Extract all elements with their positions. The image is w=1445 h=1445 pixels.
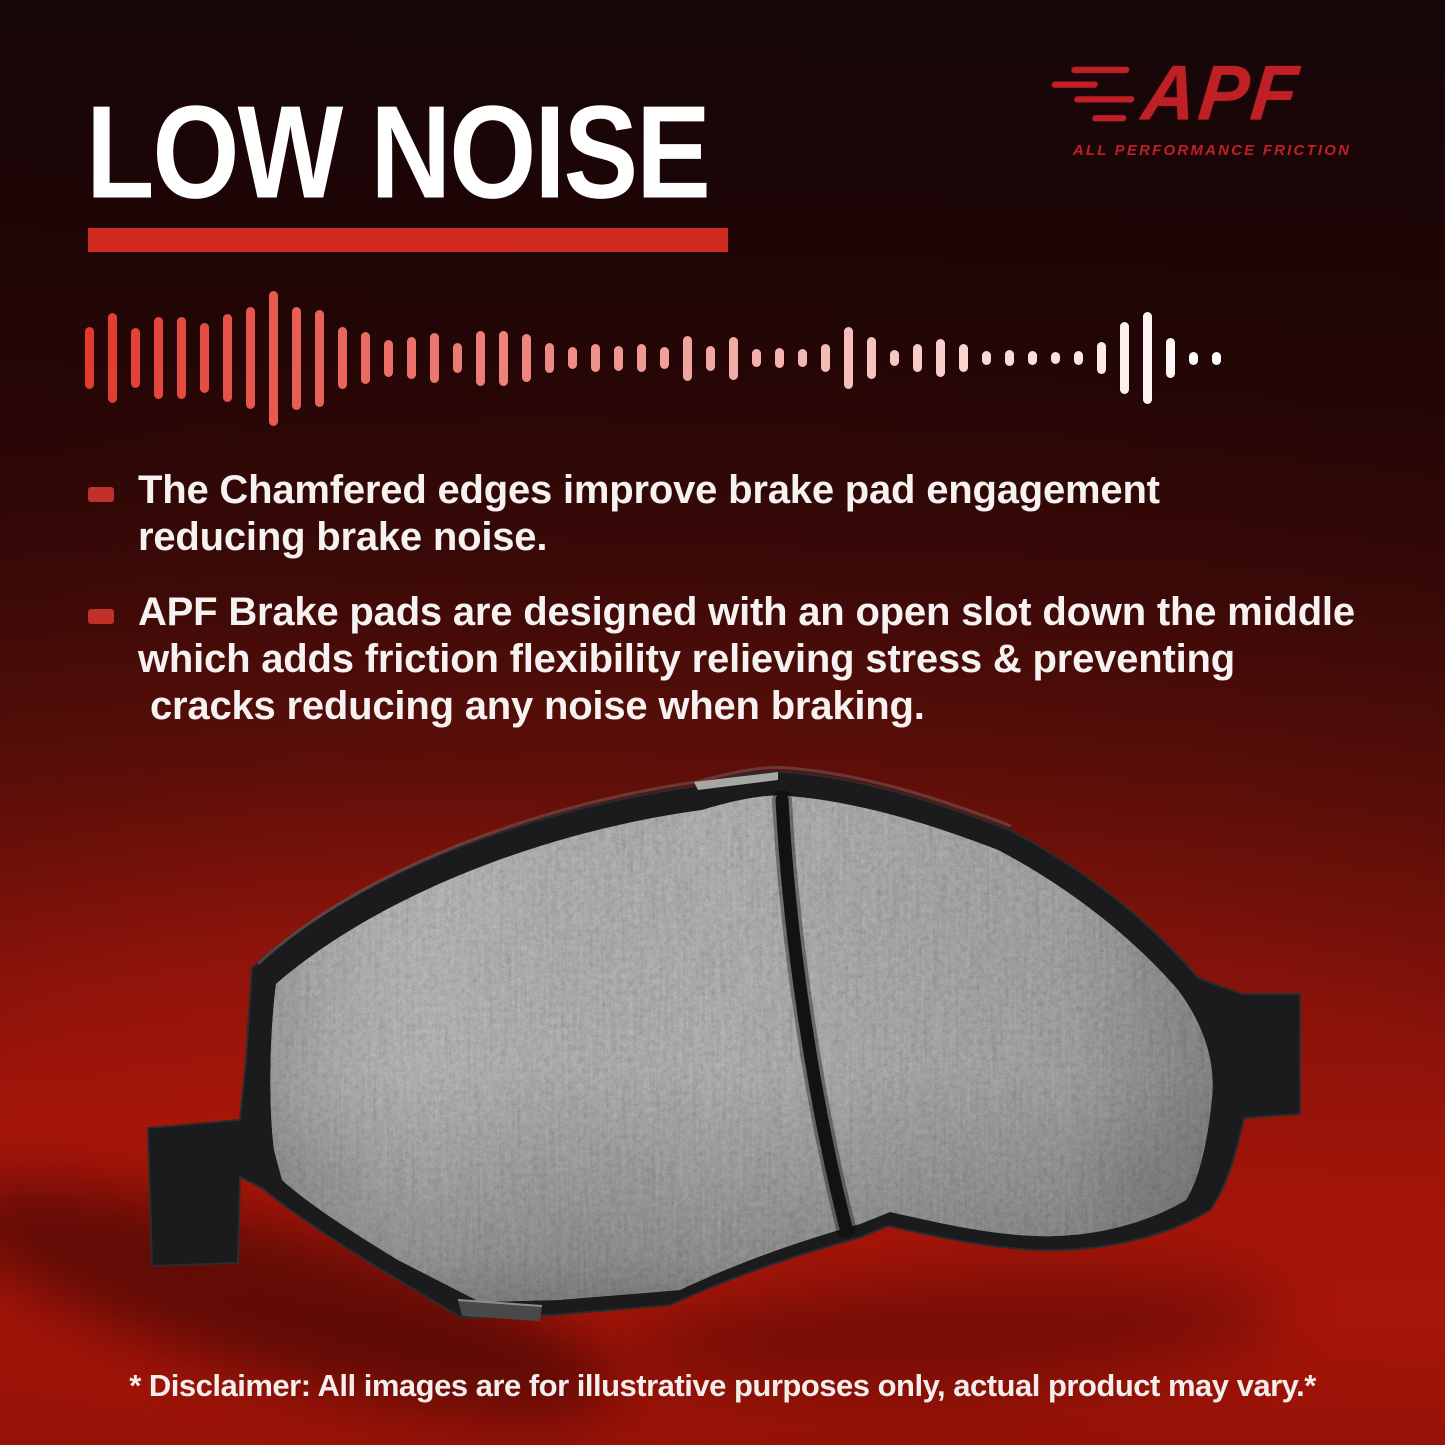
wave-bar [844, 327, 853, 389]
speed-line-icon [1073, 96, 1135, 103]
wave-bar [913, 344, 922, 372]
wave-bar [476, 330, 485, 386]
speed-line-icon [1091, 115, 1127, 122]
wave-bar [200, 323, 209, 393]
feature-list: The Chamfered edges improve brake pad en… [88, 467, 1398, 758]
wave-bar [568, 347, 577, 369]
bullet-line: The Chamfered edges improve brake pad en… [138, 468, 1160, 512]
wave-bar [1051, 352, 1060, 364]
wave-bar [177, 317, 186, 399]
wave-bar [1028, 351, 1037, 365]
logo-acronym: APF [1137, 48, 1305, 137]
wave-bar [1097, 342, 1106, 374]
wave-bar [798, 349, 807, 367]
wave-bar [407, 337, 416, 379]
wave-bar [752, 349, 761, 367]
brake-pad-photo [146, 766, 1301, 1321]
wave-bar [108, 313, 117, 403]
bullet-marker-icon [88, 609, 114, 624]
wave-bar [936, 339, 945, 377]
wave-bar [683, 335, 692, 381]
wave-bar [614, 345, 623, 371]
bullet-text: The Chamfered edges improve brake pad en… [138, 467, 1160, 561]
disclaimer-text: * Disclaimer: All images are for illustr… [129, 1368, 1316, 1403]
wave-bar [890, 350, 899, 366]
wave-bar [338, 327, 347, 389]
bullet-marker-icon [88, 487, 114, 502]
shim-clip [694, 772, 778, 790]
wave-bar [660, 347, 669, 369]
wave-bar [1143, 312, 1152, 404]
bullet-line: which adds friction flexibility relievin… [138, 637, 1235, 681]
wave-bar [522, 334, 531, 382]
wave-bar [1166, 338, 1175, 378]
wave-bar [269, 290, 278, 426]
wave-bar [453, 343, 462, 373]
wave-bar [131, 328, 140, 388]
wave-bar [1074, 351, 1083, 365]
title-underline [88, 228, 728, 252]
wave-bar [246, 307, 255, 409]
wave-bar [292, 306, 301, 410]
speed-line-icon [1070, 66, 1130, 74]
wave-bar [591, 344, 600, 372]
wave-bar [637, 344, 646, 372]
wave-bar [1120, 322, 1129, 394]
page-title: LOW NOISE [86, 78, 711, 226]
sound-waveform-icon [85, 288, 1235, 428]
brand-logo: APF ALL PERFORMANCE FRICTION [1050, 48, 1367, 159]
list-item: APF Brake pads are designed with an open… [88, 589, 1398, 730]
wave-bar [1212, 351, 1221, 365]
speed-line-icon [1050, 81, 1098, 88]
wave-bar [85, 327, 94, 389]
wave-bar [1005, 350, 1014, 366]
wave-bar [430, 333, 439, 383]
bullet-line: cracks reducing any noise when braking. [150, 684, 925, 728]
bullet-text: APF Brake pads are designed with an open… [138, 589, 1355, 730]
wave-bar [315, 309, 324, 407]
wave-bar [775, 348, 784, 368]
bullet-line: reducing brake noise. [138, 515, 548, 559]
apf-logo-icon: APF [1050, 48, 1314, 137]
bullet-line: APF Brake pads are designed with an open… [138, 590, 1355, 634]
wave-bar [982, 351, 991, 365]
wave-bar [384, 339, 393, 377]
logo-tagline: ALL PERFORMANCE FRICTION [1072, 142, 1352, 159]
wave-bar [361, 332, 370, 384]
wave-bar [821, 344, 830, 372]
wave-bar [223, 314, 232, 402]
wave-bar [1189, 351, 1198, 365]
wave-bar [499, 330, 508, 386]
wave-bar [154, 317, 163, 399]
wave-bar [729, 336, 738, 380]
list-item: The Chamfered edges improve brake pad en… [88, 467, 1398, 561]
wave-bar [706, 345, 715, 371]
wave-bar [545, 343, 554, 373]
wave-bar [959, 344, 968, 372]
wave-bar [867, 337, 876, 379]
